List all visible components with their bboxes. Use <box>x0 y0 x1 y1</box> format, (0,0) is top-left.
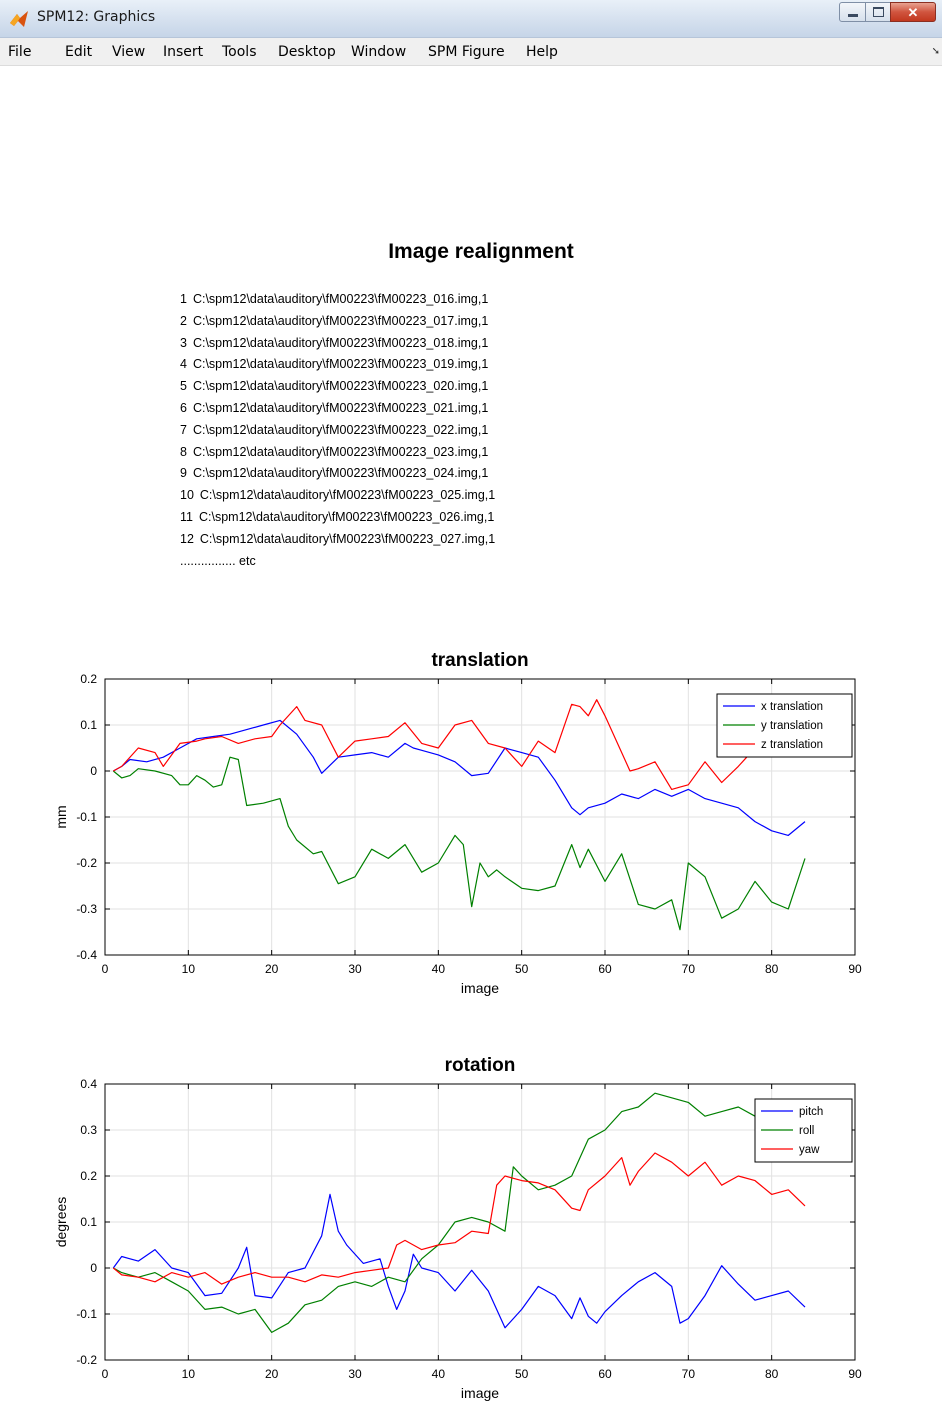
legend-label: x translation <box>761 701 823 713</box>
maximize-icon <box>872 7 884 17</box>
x-tick-label: 50 <box>515 962 529 976</box>
file-list-item: 4 C:\spm12\data\auditory\fM00223\fM00223_… <box>180 357 489 372</box>
file-list-item: 5 C:\spm12\data\auditory\fM00223\fM00223_… <box>180 379 489 394</box>
legend-label: y translation <box>761 720 823 732</box>
y-axis-label: degrees <box>53 1197 69 1248</box>
x-tick-label: 60 <box>598 962 612 976</box>
menu-file[interactable]: File <box>8 44 32 60</box>
x-tick-label: 90 <box>848 1367 862 1381</box>
x-tick-label: 70 <box>682 1367 696 1381</box>
x-tick-label: 60 <box>598 1367 612 1381</box>
x-tick-label: 30 <box>348 962 362 976</box>
menu-bar: File Edit View Insert Tools Desktop Wind… <box>0 38 942 66</box>
menu-view[interactable]: View <box>112 44 146 60</box>
window-title: SPM12: Graphics <box>37 9 156 25</box>
x-tick-label: 50 <box>515 1367 529 1381</box>
menu-desktop[interactable]: Desktop <box>278 44 336 60</box>
file-list-item: 9 C:\spm12\data\auditory\fM00223\fM00223_… <box>180 466 489 481</box>
y-tick-label: 0.1 <box>80 1215 97 1229</box>
y-tick-label: -0.1 <box>76 1307 97 1321</box>
x-tick-label: 20 <box>265 1367 279 1381</box>
series-line-x-translation <box>113 719 806 836</box>
toolbar-toggle-arrow-icon[interactable]: ➘ <box>931 46 940 57</box>
x-tick-label: 90 <box>848 962 862 976</box>
figure-title: Image realignment <box>388 240 574 263</box>
series-line-roll <box>113 1092 806 1333</box>
menu-window[interactable]: Window <box>351 44 407 60</box>
chart-title: translation <box>431 650 528 671</box>
menu-spm-figure[interactable]: SPM Figure <box>428 44 505 60</box>
file-list-item: 12 C:\spm12\data\auditory\fM00223\fM00223… <box>180 531 496 546</box>
y-tick-label: 0 <box>90 764 97 778</box>
window-controls: ✕ <box>839 2 936 24</box>
x-tick-label: 30 <box>348 1367 362 1381</box>
file-list-item: 6 C:\spm12\data\auditory\fM00223\fM00223_… <box>180 401 489 415</box>
series-line-z-translation <box>113 699 748 790</box>
y-tick-label: 0.4 <box>80 1077 97 1091</box>
x-tick-label: 10 <box>182 962 196 976</box>
file-list-item: 2 C:\spm12\data\auditory\fM00223\fM00223_… <box>180 313 489 328</box>
y-tick-label: -0.1 <box>76 810 97 824</box>
y-tick-label: -0.3 <box>76 902 97 916</box>
y-tick-label: 0 <box>90 1261 97 1275</box>
x-tick-label: 40 <box>432 1367 446 1381</box>
maximize-button[interactable] <box>865 2 891 22</box>
close-icon: ✕ <box>907 4 919 20</box>
y-tick-label: 0.1 <box>80 718 97 732</box>
file-list-etc: ................ etc <box>180 553 256 568</box>
series-line-y-translation <box>112 756 806 931</box>
translation-chart: 0 10 20 30 40 50 60 70 80 90 0.2 0.1 0 -0.1 -0.2 -0.3 -0… <box>53 650 862 996</box>
window-title-bar[interactable]: SPM12: Graphics ✕ <box>0 0 942 38</box>
y-axis-label: mm <box>53 805 69 828</box>
y-tick-label: 0.2 <box>80 1169 97 1183</box>
x-tick-label: 20 <box>265 962 279 976</box>
x-tick-label: 40 <box>432 962 446 976</box>
file-list-item: 3 C:\spm12\data\auditory\fM00223\fM00223_… <box>180 335 489 350</box>
file-list-item: 11 C:\spm12\data\auditory\fM00223\fM00223… <box>180 510 495 524</box>
x-tick-label: 0 <box>102 1367 109 1381</box>
menu-tools[interactable]: Tools <box>222 44 257 60</box>
x-tick-label: 10 <box>182 1367 196 1381</box>
matlab-icon <box>10 11 28 27</box>
x-tick-label: 80 <box>765 962 779 976</box>
x-tick-label: 80 <box>765 1367 779 1381</box>
minimize-button[interactable] <box>839 2 866 22</box>
x-tick-label: 0 <box>102 962 109 976</box>
menu-edit[interactable]: Edit <box>65 44 93 60</box>
y-tick-label: 0.3 <box>80 1123 97 1137</box>
x-axis-label: image <box>461 980 499 996</box>
axes-box <box>104 678 856 956</box>
file-list-item: 8 C:\spm12\data\auditory\fM00223\fM00223_… <box>180 444 489 459</box>
minimize-icon <box>847 13 858 17</box>
series-line-pitch <box>112 1193 806 1329</box>
legend-label: pitch <box>799 1106 823 1118</box>
y-tick-label: -0.2 <box>76 856 97 870</box>
menu-insert[interactable]: Insert <box>163 44 204 60</box>
menu-help[interactable]: Help <box>526 44 558 60</box>
file-list-item: 1 C:\spm12\data\auditory\fM00223\fM00223_… <box>180 292 489 306</box>
legend-label: yaw <box>799 1144 820 1156</box>
close-button[interactable]: ✕ <box>890 2 936 22</box>
file-list-item: 7 C:\spm12\data\auditory\fM00223\fM00223_… <box>180 422 489 437</box>
legend-label: roll <box>799 1125 814 1137</box>
y-tick-label: 0.2 <box>80 672 97 686</box>
y-tick-label: -0.2 <box>76 1353 97 1367</box>
legend-label: z translation <box>761 739 823 751</box>
series-line-yaw <box>112 1152 806 1285</box>
rotation-chart: 0 10 20 30 40 50 60 70 80 90 0.4 0.3 0.2 0.1 0 -0.1 -0.2… <box>53 1055 862 1401</box>
x-tick-label: 70 <box>682 962 696 976</box>
x-axis-label: image <box>461 1385 499 1401</box>
y-tick-label: -0.4 <box>76 948 97 962</box>
file-list-item: 10 C:\spm12\data\auditory\fM00223\fM00223… <box>180 488 496 503</box>
axes-box <box>104 1083 856 1361</box>
chart-title: rotation <box>445 1055 516 1076</box>
